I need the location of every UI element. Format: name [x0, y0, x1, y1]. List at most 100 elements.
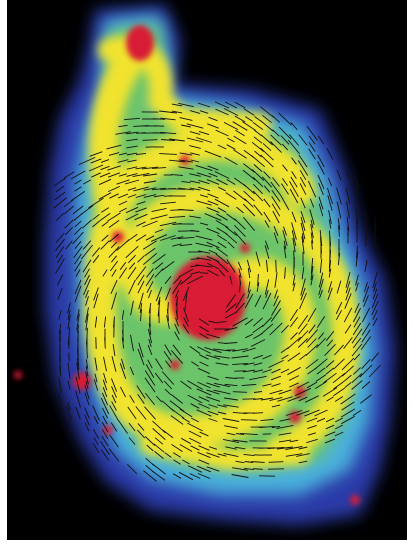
- vector: [85, 380, 89, 390]
- vector: [305, 329, 319, 343]
- vector: [135, 266, 147, 280]
- vector: [272, 177, 280, 187]
- vector: [245, 333, 253, 339]
- vector: [299, 353, 307, 361]
- vector: [243, 108, 255, 116]
- vector: [253, 317, 263, 327]
- vector: [65, 240, 73, 250]
- vector: [135, 166, 147, 170]
- vector: [374, 239, 376, 251]
- vector: [218, 269, 226, 277]
- vector: [263, 171, 271, 179]
- vector: [74, 220, 82, 228]
- vector: [226, 213, 236, 221]
- vector: [268, 461, 284, 463]
- vector: [337, 218, 341, 230]
- vector: [174, 331, 180, 341]
- vector: [189, 131, 201, 135]
- vector: [328, 250, 332, 268]
- vector: [345, 188, 351, 204]
- vector: [344, 374, 352, 382]
- vector: [278, 439, 292, 443]
- vector: [372, 317, 378, 327]
- vector: [353, 353, 361, 361]
- vector: [244, 318, 254, 326]
- vector: [136, 201, 146, 205]
- vector: [154, 437, 164, 445]
- vector: [354, 188, 360, 204]
- vector: [310, 274, 314, 286]
- vector: [100, 441, 110, 455]
- vector: [251, 154, 265, 168]
- vector: [287, 396, 301, 402]
- vector: [58, 393, 62, 405]
- vector: [111, 401, 117, 411]
- vector: [58, 323, 62, 335]
- vector: [58, 401, 62, 411]
- vector: [236, 206, 244, 214]
- vector: [91, 247, 101, 257]
- vector: [147, 328, 153, 344]
- vector: [247, 289, 251, 299]
- vector: [217, 207, 227, 213]
- vector: [280, 195, 290, 211]
- vector: [325, 330, 335, 342]
- vector: [204, 150, 222, 158]
- vector: [102, 269, 108, 277]
- vector: [141, 166, 159, 170]
- vector: [326, 187, 334, 205]
- vector: [85, 307, 89, 323]
- vector: [135, 234, 147, 242]
- vector: [301, 266, 305, 280]
- vector: [317, 174, 325, 190]
- vector: [167, 308, 169, 322]
- vector: [346, 171, 350, 179]
- vector: [264, 279, 270, 295]
- vector: [154, 372, 164, 384]
- vector: [226, 144, 236, 150]
- vector: [175, 317, 179, 327]
- vector: [336, 309, 342, 321]
- vector: [232, 391, 248, 393]
- vector: [208, 172, 218, 178]
- vector: [325, 417, 335, 423]
- vector: [137, 274, 145, 286]
- vector: [253, 398, 263, 400]
- vector: [215, 253, 229, 265]
- vector: [140, 308, 142, 322]
- vector: [254, 150, 262, 158]
- vector: [318, 182, 324, 196]
- vector: [159, 221, 177, 227]
- vector: [139, 303, 143, 313]
- vector: [118, 124, 128, 128]
- vector: [215, 108, 229, 116]
- vector: [282, 178, 288, 186]
- vector: [198, 459, 210, 465]
- vector: [283, 226, 287, 236]
- vector: [297, 315, 309, 329]
- vector: [215, 259, 229, 273]
- vector: [263, 211, 271, 223]
- vector: [261, 134, 273, 146]
- vector: [119, 267, 127, 279]
- vector: [217, 411, 227, 415]
- vector: [363, 295, 369, 307]
- vector: [111, 356, 117, 372]
- vector: [137, 348, 145, 366]
- vector: [78, 156, 96, 166]
- vector: [84, 268, 90, 278]
- vector: [127, 159, 137, 163]
- vector: [187, 394, 203, 404]
- vector: [361, 381, 371, 389]
- vector: [128, 254, 136, 264]
- vector: [161, 139, 175, 141]
- vector: [208, 116, 218, 122]
- vector: [182, 324, 190, 334]
- vector: [223, 121, 239, 131]
- vector: [252, 412, 264, 414]
- vector: [157, 296, 161, 306]
- vector: [179, 159, 193, 163]
- vector: [206, 262, 220, 270]
- vector: [319, 258, 323, 274]
- vector: [261, 176, 273, 188]
